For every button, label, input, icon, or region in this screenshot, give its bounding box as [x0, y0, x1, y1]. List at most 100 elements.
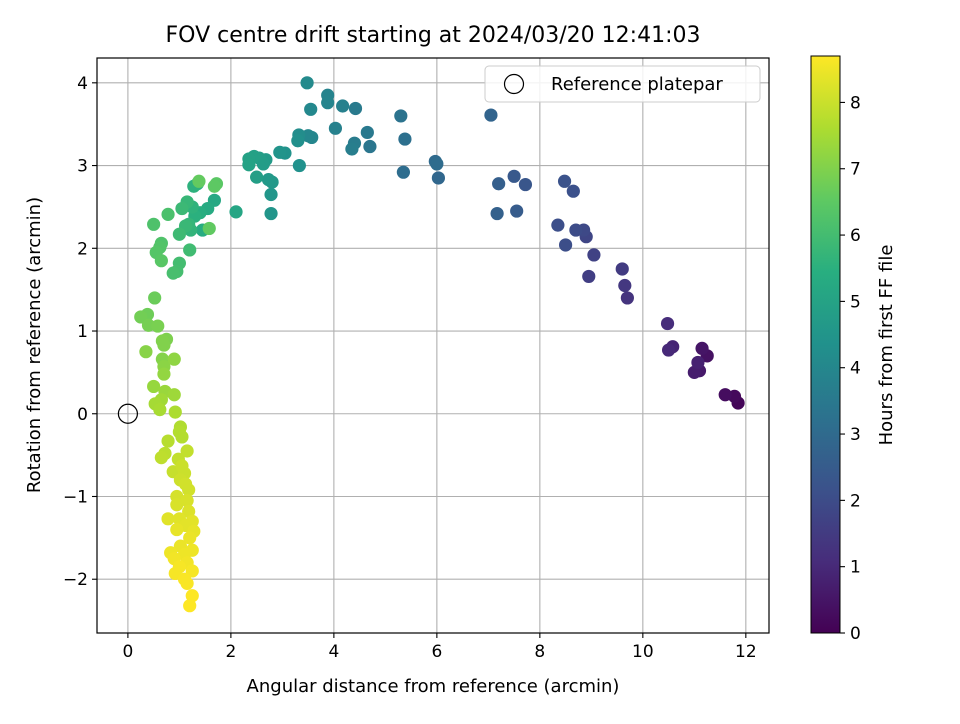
data-point	[202, 221, 216, 236]
y-tick-label: 1	[77, 322, 88, 342]
data-point	[691, 355, 705, 370]
data-point	[348, 101, 363, 116]
x-tick-label: 12	[735, 642, 757, 662]
data-point	[167, 388, 181, 402]
colorbar-tick-label: 3	[850, 425, 861, 445]
data-points	[117, 76, 745, 613]
data-point	[175, 430, 189, 444]
y-tick-label: 4	[77, 74, 88, 94]
data-point	[170, 498, 184, 512]
data-point	[363, 139, 377, 154]
data-point	[321, 96, 335, 110]
data-point	[229, 205, 243, 219]
data-point	[183, 531, 197, 545]
data-point	[147, 217, 161, 231]
data-point	[242, 158, 256, 172]
data-point	[291, 134, 305, 148]
data-point	[569, 223, 583, 237]
legend-box	[484, 65, 761, 103]
y-tick-label: −1	[63, 487, 88, 507]
data-point	[192, 174, 206, 188]
data-point	[161, 512, 175, 526]
data-point	[167, 352, 181, 366]
data-point	[154, 254, 168, 268]
data-point	[660, 316, 675, 331]
data-point	[518, 177, 533, 192]
data-point	[396, 165, 410, 179]
x-axis-label: Angular distance from reference (arcmin)	[247, 676, 620, 697]
data-point	[273, 145, 287, 159]
data-point	[154, 451, 168, 465]
data-point	[587, 248, 601, 262]
data-point	[168, 405, 182, 419]
colorbar: 0 1 2 3 4 5 6 7 8 Hours from first FF file	[810, 55, 897, 644]
data-point	[148, 291, 162, 305]
data-point	[182, 483, 196, 497]
data-point	[566, 184, 580, 198]
data-point	[292, 158, 306, 173]
data-point	[551, 218, 565, 232]
data-point	[139, 345, 153, 359]
data-point	[172, 227, 186, 241]
colorbar-tick-label: 2	[850, 491, 861, 511]
plot-frame	[96, 57, 770, 634]
data-point	[180, 494, 194, 508]
data-point	[336, 99, 350, 113]
data-point	[147, 379, 161, 394]
colorbar-tick-label: 0	[850, 624, 861, 644]
x-tick-label: 6	[431, 642, 442, 662]
data-point	[558, 238, 573, 252]
data-point	[151, 319, 165, 333]
data-point	[394, 109, 408, 123]
data-point	[161, 434, 175, 448]
data-point	[695, 341, 709, 355]
data-point	[300, 76, 314, 90]
data-point	[180, 444, 194, 458]
y-tick-label: 2	[77, 239, 88, 259]
colorbar-gradient	[811, 56, 840, 633]
data-point	[250, 170, 264, 184]
chart-title: FOV centre drift starting at 2024/03/20 …	[166, 23, 701, 48]
y-axis-ticks: −2 −1 0 1 2 3 4	[63, 74, 97, 590]
data-point	[615, 262, 629, 276]
x-axis-ticks: 0 2 4 6 8 10 12	[122, 633, 757, 662]
data-point	[345, 142, 359, 156]
data-point	[183, 243, 197, 257]
colorbar-frame	[810, 55, 841, 634]
data-point	[507, 169, 521, 183]
data-point	[620, 291, 634, 305]
legend: Reference platepar	[484, 65, 761, 103]
data-point	[264, 187, 278, 202]
data-point	[328, 121, 343, 135]
data-point	[398, 132, 412, 146]
data-point	[264, 206, 278, 221]
data-point	[185, 589, 199, 603]
y-tick-label: 3	[77, 157, 88, 177]
data-point	[718, 388, 732, 402]
data-point	[175, 201, 189, 216]
data-point	[484, 108, 498, 122]
data-point	[582, 269, 596, 284]
x-tick-label: 10	[632, 642, 654, 662]
data-point	[261, 173, 276, 187]
data-point	[490, 206, 504, 221]
colorbar-label: Hours from first FF file	[876, 245, 897, 446]
data-point	[430, 157, 444, 171]
data-point	[134, 310, 148, 324]
data-point	[180, 576, 194, 590]
x-tick-label: 2	[225, 642, 236, 662]
y-tick-label: 0	[77, 405, 88, 425]
colorbar-tick-label: 8	[850, 93, 861, 113]
data-point	[157, 367, 171, 381]
data-point	[661, 343, 676, 357]
data-point	[182, 504, 196, 518]
y-tick-label: −2	[63, 570, 88, 590]
data-point	[153, 403, 167, 417]
data-point	[185, 564, 199, 578]
legend-entry-reference: Reference platepar	[551, 74, 723, 95]
data-point	[510, 204, 524, 218]
data-point	[166, 266, 180, 280]
reference-marker	[117, 403, 138, 424]
data-point	[431, 171, 446, 185]
